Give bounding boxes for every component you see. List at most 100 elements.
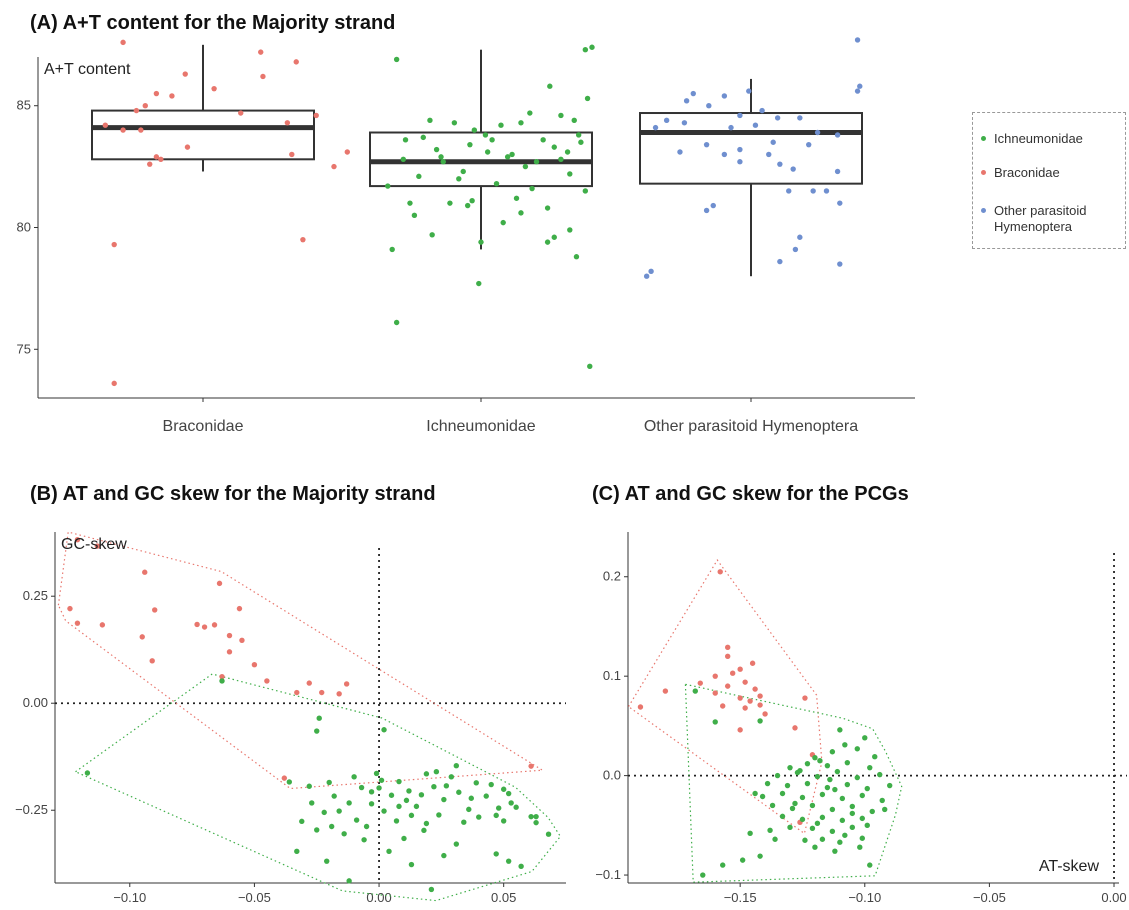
data-point <box>787 824 793 831</box>
data-point <box>408 861 415 868</box>
data-point <box>837 839 843 845</box>
data-point <box>139 634 145 640</box>
data-point <box>859 792 865 799</box>
y-tick-label: 0.2 <box>603 569 621 584</box>
data-point <box>742 679 748 685</box>
data-point <box>363 823 370 830</box>
data-point <box>551 144 557 150</box>
data-point <box>864 822 870 829</box>
data-point <box>314 827 320 833</box>
data-point <box>138 127 144 133</box>
data-point <box>466 806 472 813</box>
data-point <box>721 151 728 158</box>
data-point <box>792 725 798 731</box>
data-point <box>747 830 753 836</box>
data-point <box>443 783 450 789</box>
x-tick-label: Braconidae <box>163 418 244 435</box>
y-tick-label: 0.25 <box>23 588 48 603</box>
panel-c-title: (C) AT and GC skew for the PCGs <box>592 483 909 505</box>
data-point <box>376 785 382 791</box>
data-point <box>111 241 117 248</box>
data-point <box>844 781 851 788</box>
data-point <box>453 763 460 769</box>
data-point <box>834 168 841 175</box>
data-point <box>321 809 327 816</box>
data-point <box>752 122 759 128</box>
data-point <box>759 793 766 800</box>
data-point <box>809 802 816 809</box>
data-point <box>797 234 803 240</box>
data-point <box>739 857 746 863</box>
data-point <box>757 718 763 724</box>
y-tick-label: 85 <box>17 98 31 113</box>
data-point <box>575 132 582 138</box>
data-point <box>74 537 81 543</box>
data-point <box>637 704 644 710</box>
data-point <box>529 185 535 192</box>
cluster-hull <box>57 531 545 790</box>
data-point <box>720 703 726 709</box>
data-point <box>518 863 524 870</box>
data-point <box>762 711 768 717</box>
data-point <box>316 715 322 721</box>
data-point <box>436 812 442 818</box>
data-point <box>789 805 796 812</box>
data-point <box>440 159 446 165</box>
data-point <box>149 658 155 664</box>
data-point <box>834 132 841 138</box>
data-point <box>464 202 471 209</box>
data-point <box>461 819 467 825</box>
data-point <box>786 188 792 194</box>
data-point <box>849 803 856 810</box>
data-point <box>451 120 458 126</box>
data-point <box>809 825 816 832</box>
data-point <box>737 727 743 733</box>
data-point <box>703 141 710 148</box>
data-point <box>300 236 306 243</box>
legend-swatch-ichneumonidae <box>981 136 986 142</box>
data-point <box>862 735 868 741</box>
data-point <box>169 93 175 99</box>
data-point <box>700 872 706 878</box>
data-point <box>74 620 81 626</box>
data-point <box>742 705 748 711</box>
x-axis-label: AT-skew <box>1039 858 1100 875</box>
data-point <box>790 166 796 172</box>
data-point <box>493 851 499 857</box>
data-point <box>757 693 763 699</box>
data-point <box>867 862 873 868</box>
data-point <box>294 689 300 696</box>
data-point <box>326 779 332 786</box>
data-point <box>219 678 225 684</box>
y-tick-label: −0.25 <box>15 802 48 817</box>
data-point <box>313 112 319 119</box>
data-point <box>102 122 109 128</box>
data-point <box>573 254 580 260</box>
data-point <box>184 144 191 150</box>
legend-item-ichneumonidae: Ichneumonidae <box>981 131 1106 147</box>
data-point <box>582 46 589 53</box>
data-point <box>544 205 551 211</box>
data-point <box>857 844 863 850</box>
data-point <box>488 781 494 788</box>
x-tick-label: −0.15 <box>724 890 757 905</box>
data-point <box>662 688 669 694</box>
data-point <box>792 246 799 253</box>
data-point <box>774 115 781 121</box>
data-point <box>842 742 848 748</box>
data-point <box>438 154 444 160</box>
data-point <box>712 673 718 679</box>
data-point <box>839 817 846 824</box>
data-point <box>558 156 564 162</box>
data-point <box>817 757 823 764</box>
data-point <box>749 660 756 666</box>
data-point <box>344 149 350 155</box>
legend-swatch-other <box>981 208 986 214</box>
data-point <box>420 134 426 141</box>
data-point <box>286 779 293 785</box>
data-point <box>837 261 843 267</box>
data-point <box>777 161 783 167</box>
data-point <box>859 815 865 822</box>
data-point <box>737 695 743 701</box>
data-point <box>423 771 430 777</box>
